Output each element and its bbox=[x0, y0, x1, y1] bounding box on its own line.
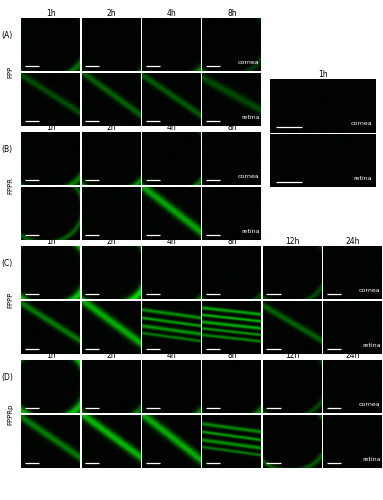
Text: 1h: 1h bbox=[46, 123, 55, 132]
Text: (B): (B) bbox=[2, 146, 13, 154]
Text: cornea: cornea bbox=[238, 174, 260, 179]
Text: 8h: 8h bbox=[227, 237, 237, 246]
Text: cornea: cornea bbox=[359, 288, 380, 293]
Text: FPP: FPP bbox=[8, 66, 13, 78]
Text: cornea: cornea bbox=[350, 122, 372, 126]
Text: retina: retina bbox=[362, 456, 380, 462]
Text: (A): (A) bbox=[2, 32, 13, 40]
Text: cornea: cornea bbox=[359, 402, 380, 407]
Text: retina: retina bbox=[362, 342, 380, 347]
Text: 2h: 2h bbox=[106, 237, 116, 246]
Text: 4h: 4h bbox=[167, 9, 176, 18]
Text: retina: retina bbox=[241, 228, 260, 234]
Text: 4h: 4h bbox=[167, 123, 176, 132]
Text: FPPR: FPPR bbox=[8, 178, 13, 194]
Text: 8h: 8h bbox=[227, 9, 237, 18]
Text: 8h: 8h bbox=[227, 351, 237, 360]
Text: (C): (C) bbox=[2, 260, 13, 268]
Text: 24h: 24h bbox=[345, 351, 360, 360]
Text: 2h: 2h bbox=[106, 123, 116, 132]
Text: 1h: 1h bbox=[46, 351, 55, 360]
Text: 12h: 12h bbox=[285, 351, 300, 360]
Text: 1h: 1h bbox=[46, 237, 55, 246]
Text: 1h: 1h bbox=[46, 9, 55, 18]
Text: 2h: 2h bbox=[106, 9, 116, 18]
Text: 12h: 12h bbox=[285, 237, 300, 246]
Text: FPPRp: FPPRp bbox=[8, 404, 13, 424]
Text: 4h: 4h bbox=[167, 351, 176, 360]
Text: 24h: 24h bbox=[345, 237, 360, 246]
Text: 1h: 1h bbox=[318, 70, 327, 78]
Text: 2h: 2h bbox=[106, 351, 116, 360]
Text: 8h: 8h bbox=[227, 123, 237, 132]
Text: retina: retina bbox=[241, 114, 260, 119]
Text: (D): (D) bbox=[2, 374, 13, 382]
Text: cornea: cornea bbox=[238, 60, 260, 65]
Text: 4h: 4h bbox=[167, 237, 176, 246]
Text: retina: retina bbox=[354, 176, 372, 181]
Text: FPPP: FPPP bbox=[8, 292, 13, 308]
